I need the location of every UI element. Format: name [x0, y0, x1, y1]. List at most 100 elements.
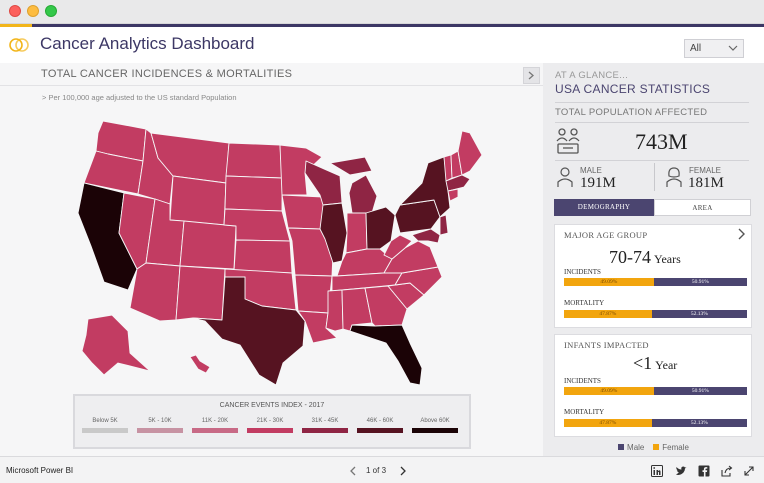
incidents-label: INCIDENTS — [564, 377, 601, 385]
map-subtitle: > Per 100,000 age adjusted to the US sta… — [42, 93, 237, 102]
page-title: Cancer Analytics Dashboard — [40, 34, 255, 53]
chevron-right-icon[interactable] — [736, 228, 746, 240]
share-icon[interactable] — [721, 465, 733, 477]
incidents-bar: 49.09% 50.91% — [564, 387, 747, 395]
female-legend-label: Female — [662, 443, 689, 452]
age-group-value: 70-74 Years — [609, 247, 681, 268]
male-segment: 50.91% — [653, 278, 747, 286]
divider — [555, 122, 749, 123]
infants-unit: Year — [655, 358, 678, 372]
logo-icon — [9, 38, 29, 52]
state-hawaii — [189, 354, 211, 374]
report-header: Cancer Analytics Dashboard All — [0, 27, 764, 63]
fullscreen-icon[interactable] — [743, 465, 755, 477]
legend-item: Below 5K — [81, 418, 129, 433]
page-navigator: 1 of 3 — [348, 464, 410, 478]
brand-label: Microsoft Power BI — [6, 466, 74, 475]
previous-page-icon[interactable] — [348, 464, 358, 478]
tab-area[interactable]: AREA — [654, 199, 751, 216]
filter-selected-value: All — [690, 43, 702, 54]
bar-legend: Male Female — [543, 443, 764, 452]
legend-label: 31K - 45K — [311, 418, 339, 424]
male-segment: 50.91% — [653, 387, 747, 395]
state-wyoming — [169, 175, 227, 226]
legend-swatch — [357, 428, 403, 433]
legend-label: 5K - 10K — [148, 418, 172, 424]
minimize-window-button[interactable] — [27, 5, 39, 17]
state-maine — [457, 130, 483, 176]
male-legend-swatch — [618, 444, 625, 450]
state-arkansas — [294, 274, 333, 314]
state-mississippi — [325, 289, 344, 332]
chevron-down-icon — [728, 45, 738, 51]
state-illinois — [319, 202, 348, 264]
male-value: 191M — [580, 175, 616, 191]
population-value: 743M — [635, 129, 688, 154]
view-tabs: DEMOGRAPHY AREA — [554, 199, 751, 216]
state-north-dakota — [225, 142, 283, 179]
legend-item: 11K - 20K — [191, 418, 239, 433]
expand-panel-button[interactable] — [523, 67, 540, 84]
male-segment: 52.13% — [651, 419, 747, 427]
divider — [555, 160, 749, 161]
male-label: MALE — [580, 166, 602, 175]
filter-dropdown[interactable]: All — [684, 39, 744, 58]
chevron-right-icon — [528, 71, 534, 80]
female-segment: 47.87% — [564, 419, 652, 427]
maximize-window-button[interactable] — [45, 5, 57, 17]
legend-item: Above 60K — [411, 418, 459, 433]
legend-item: 31K - 45K — [301, 418, 349, 433]
divider — [654, 163, 655, 191]
map-panel-header: TOTAL CANCER INCIDENCES & MORTALITIES — [0, 63, 543, 86]
state-arizona — [129, 262, 181, 322]
age-group-card: MAJOR AGE GROUP 70-74 Years INCIDENTS 49.… — [554, 224, 752, 328]
state-colorado — [179, 220, 237, 270]
incidents-label: INCIDENTS — [564, 268, 601, 276]
state-florida — [349, 324, 423, 386]
legend-item: 21K - 30K — [246, 418, 294, 433]
header-accent-line — [0, 24, 764, 27]
legend-swatch — [192, 428, 238, 433]
map-title: TOTAL CANCER INCIDENCES & MORTALITIES — [41, 68, 293, 80]
legend-label: 46K - 60K — [366, 418, 394, 424]
age-group-unit: Years — [654, 252, 681, 266]
window-titlebar — [0, 0, 764, 24]
female-segment: 49.09% — [564, 278, 654, 286]
infants-value: <1 Year — [633, 353, 677, 374]
state-kentucky — [336, 248, 393, 277]
population-label: TOTAL POPULATION AFFECTED — [555, 107, 708, 118]
incidents-bar: 49.09% 50.91% — [564, 278, 747, 286]
state-west-virginia — [383, 234, 413, 260]
state-new-mexico — [175, 265, 226, 321]
female-legend-swatch — [653, 444, 660, 450]
male-segment: 52.13% — [651, 310, 747, 318]
card-title: MAJOR AGE GROUP — [564, 230, 648, 240]
age-group-number: 70-74 — [609, 247, 651, 267]
legend-item: 46K - 60K — [356, 418, 404, 433]
mortality-bar: 47.87% 52.13% — [564, 419, 747, 427]
map-panel: TOTAL CANCER INCIDENCES & MORTALITIES > … — [0, 63, 543, 456]
female-label: FEMALE — [689, 166, 722, 175]
state-new-jersey — [439, 214, 449, 236]
tab-demography[interactable]: DEMOGRAPHY — [554, 199, 654, 216]
close-window-button[interactable] — [9, 5, 21, 17]
linkedin-icon[interactable] — [651, 465, 663, 477]
female-icon — [666, 167, 682, 187]
twitter-icon[interactable] — [675, 465, 687, 477]
legend-swatch — [412, 428, 458, 433]
mortality-label: MORTALITY — [564, 408, 605, 416]
legend-label: Above 60K — [420, 418, 450, 424]
legend-swatch — [137, 428, 183, 433]
legend-swatch — [302, 428, 348, 433]
next-page-icon[interactable] — [398, 464, 408, 478]
card-title: INFANTS IMPACTED — [564, 340, 649, 350]
legend-swatch — [247, 428, 293, 433]
state-south-dakota — [224, 175, 283, 212]
state-alaska — [81, 314, 151, 376]
male-icon — [557, 167, 573, 187]
us-choropleth-map[interactable] — [0, 63, 543, 393]
state-kansas — [233, 239, 293, 274]
facebook-icon[interactable] — [698, 465, 710, 477]
female-segment: 49.09% — [564, 387, 654, 395]
legend-title: CANCER EVENTS INDEX - 2017 — [219, 402, 325, 409]
